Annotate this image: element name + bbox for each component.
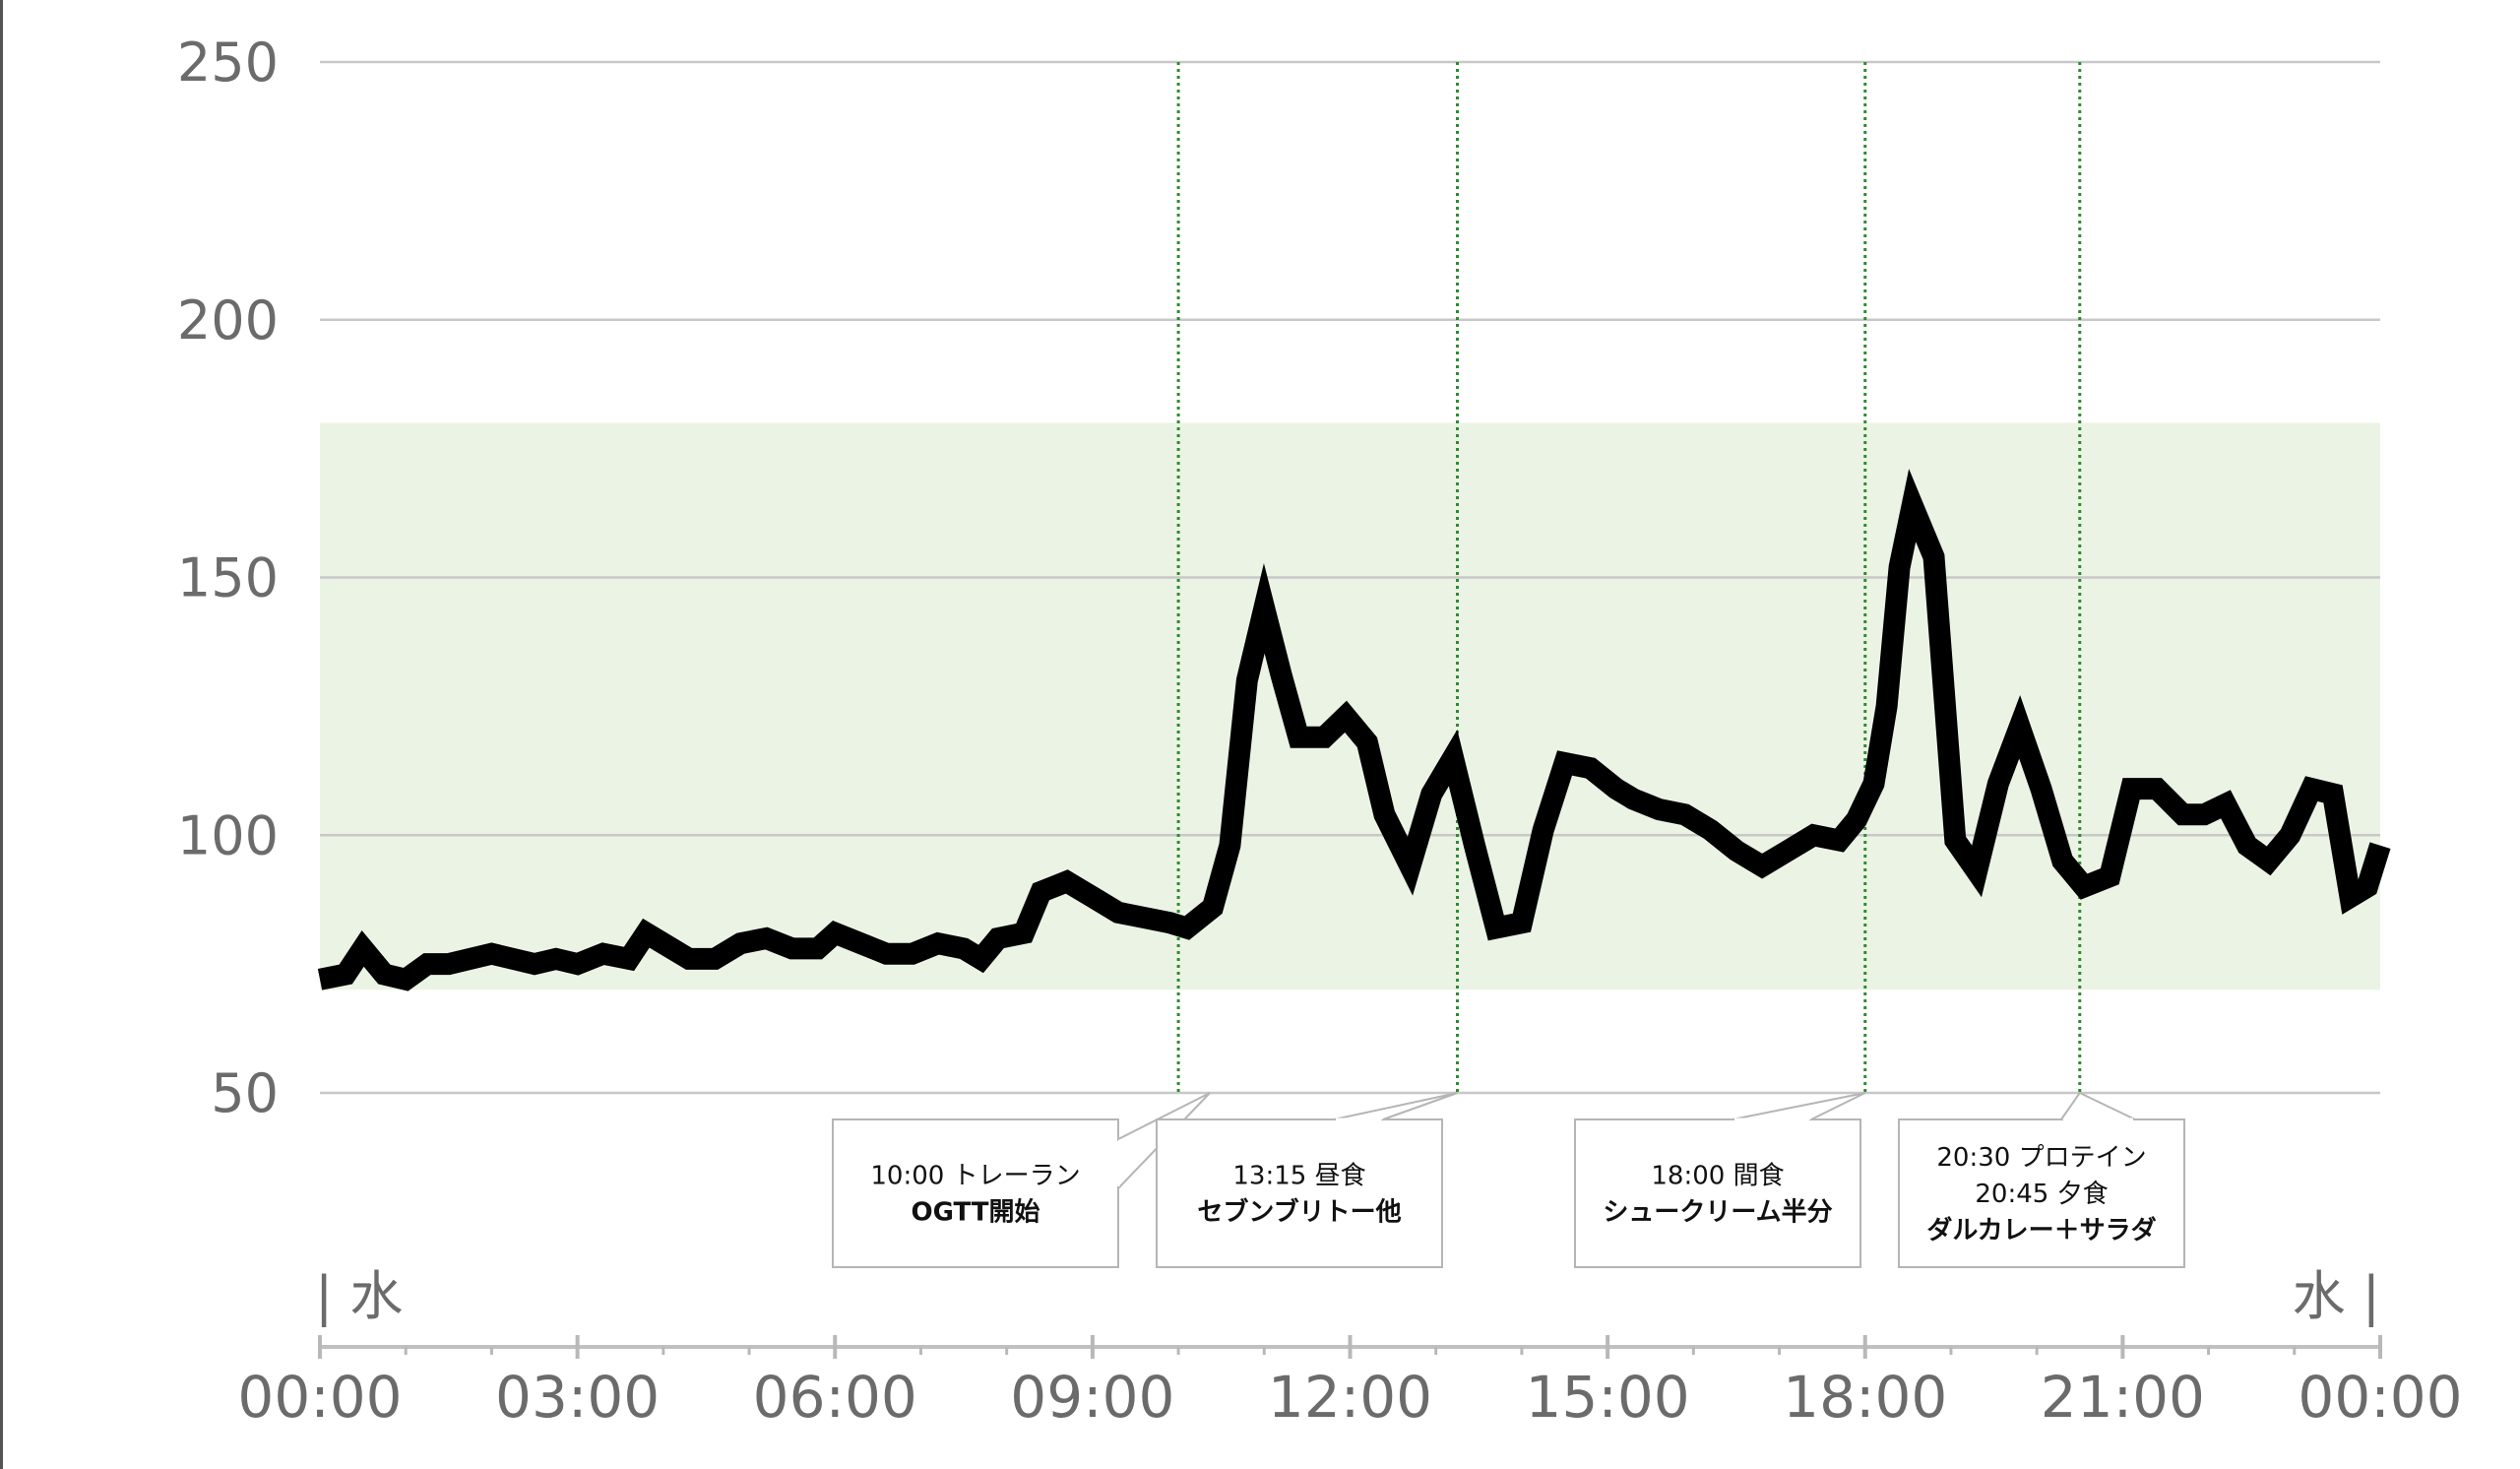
annotation-text: 18:00 間食 — [1651, 1162, 1784, 1191]
annotation-text: 10:00 トレーラン — [870, 1162, 1080, 1191]
x-tick-label: 21:00 — [2041, 1364, 2205, 1431]
y-tick-label: 250 — [177, 32, 279, 94]
glucose-series-line — [317, 469, 2391, 991]
annotation-pointer — [1732, 1092, 1866, 1120]
day-label-end: 水 | — [2293, 1265, 2380, 1327]
annotation-box — [1898, 1118, 2185, 1268]
annotation-text: ダルカレー＋サラダ — [1926, 1215, 2156, 1245]
x-tick-label: 00:00 — [237, 1364, 402, 1431]
annotation-box — [832, 1118, 1119, 1268]
annotation-text: シュークリーム半分 — [1603, 1198, 1832, 1228]
annotation-box — [1156, 1118, 1443, 1268]
annotation-box — [1574, 1118, 1861, 1268]
y-tick-label: 50 — [211, 1062, 279, 1124]
x-tick-label: 12:00 — [1268, 1364, 1432, 1431]
annotation-callout: 10:00 トレーラン OGTT開始 — [832, 1092, 1211, 1268]
x-tick-label: 09:00 — [1010, 1364, 1174, 1431]
x-tick-label: 15:00 — [1526, 1364, 1690, 1431]
annotation-text: セブンブリトー他 — [1197, 1197, 1401, 1228]
annotation-pointer — [2060, 1091, 2136, 1120]
annotation-text: OGTT開始 — [911, 1198, 1040, 1228]
y-tick-label: 100 — [177, 804, 279, 866]
annotation-text: 13:15 昼食 — [1232, 1162, 1365, 1191]
y-tick-label: 200 — [177, 289, 279, 351]
x-tick-label: 03:00 — [495, 1364, 660, 1431]
x-tick-label: 06:00 — [753, 1364, 917, 1431]
annotation-text: 20:30 プロテイン — [1936, 1143, 2146, 1173]
x-tick-label: 00:00 — [2298, 1364, 2462, 1431]
day-label-start: | 水 — [315, 1265, 403, 1327]
annotation-text: 20:45 夕食 — [1975, 1180, 2108, 1209]
y-tick-label: 150 — [177, 547, 279, 609]
x-tick-label: 18:00 — [1783, 1364, 1947, 1431]
annotation-pointer — [1333, 1092, 1458, 1120]
